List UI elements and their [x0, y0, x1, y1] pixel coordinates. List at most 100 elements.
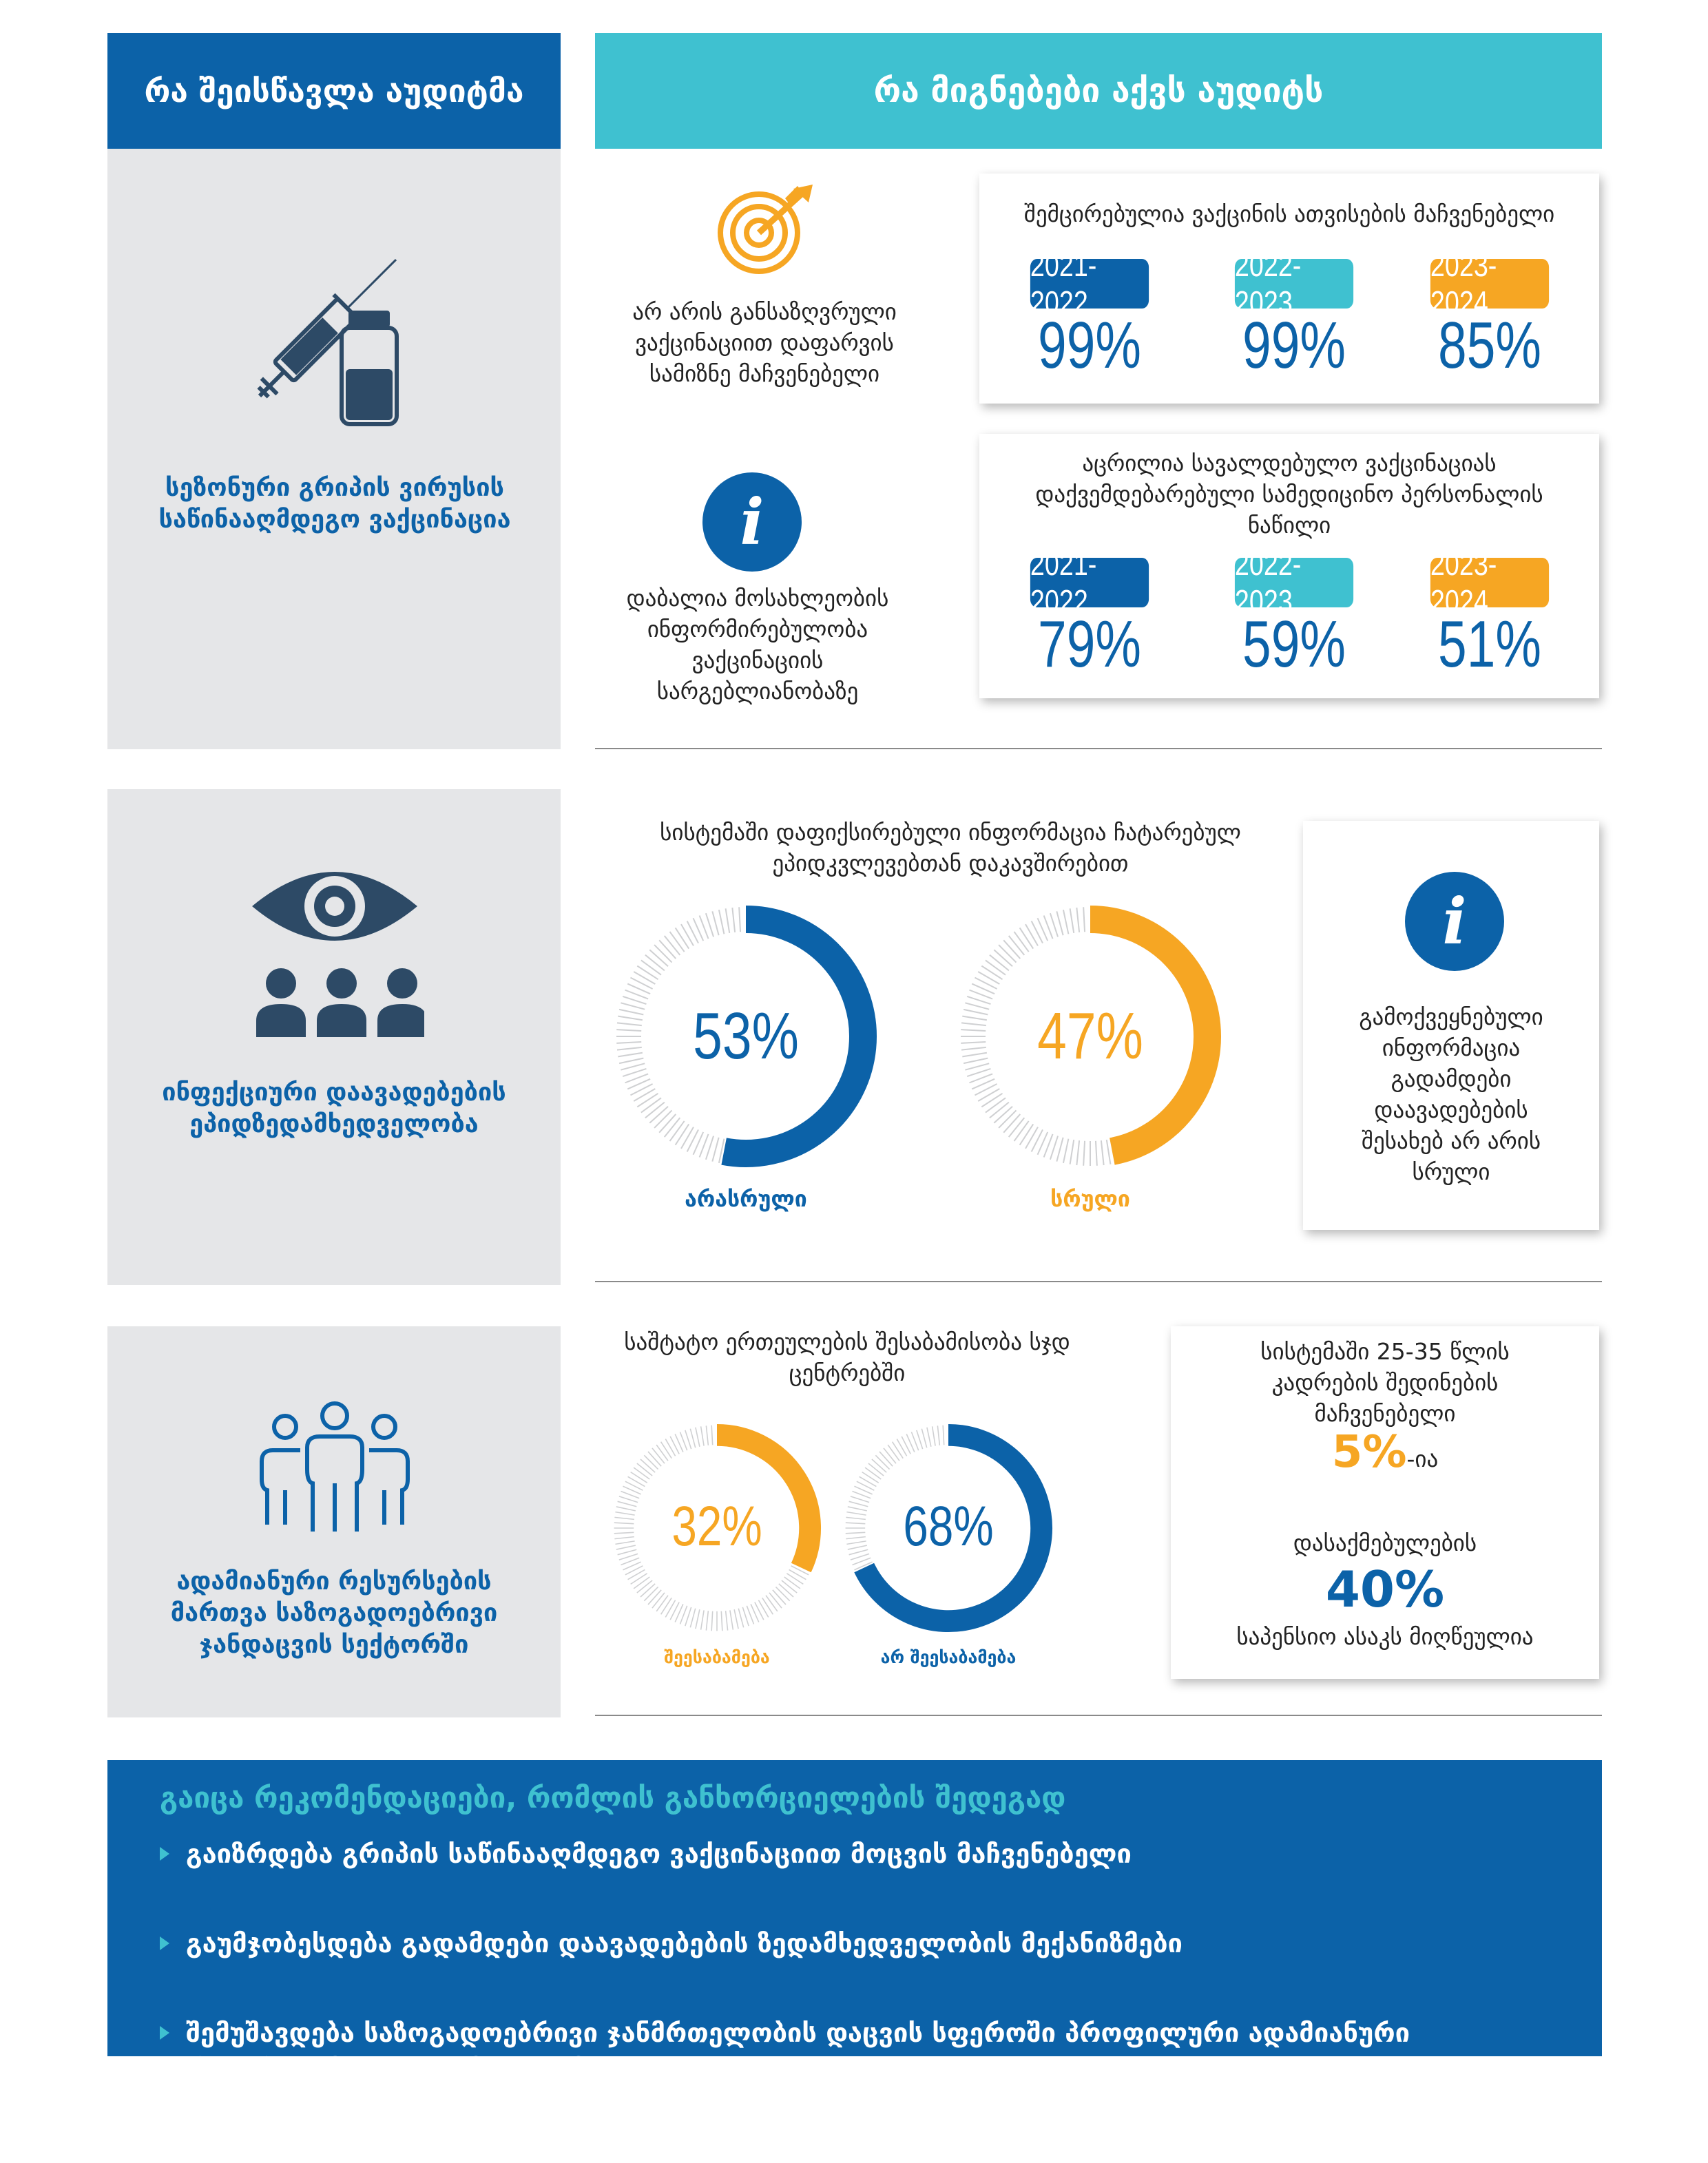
- donut-remainder-tick: [617, 1501, 637, 1507]
- donut-remainder-tick: [1056, 911, 1064, 936]
- header-what-audit-studied: რა შეისწავლა აუდიტმა: [107, 33, 561, 149]
- donut-remainder-tick: [618, 1008, 644, 1016]
- donut-remainder-tick: [663, 1117, 681, 1138]
- donut-remainder-tick: [738, 1608, 744, 1628]
- donut-remainder-tick: [640, 1097, 662, 1114]
- donut-remainder-tick: [636, 1580, 653, 1593]
- donut-remainder-tick: [674, 1123, 690, 1146]
- donut-noncompliant: [845, 1423, 1053, 1633]
- donut-remainder-tick: [1105, 1139, 1112, 1164]
- stat-pension-pct: 40%: [1325, 1560, 1445, 1618]
- year-pill-2022-2023: 2022-2023: [1234, 546, 1354, 619]
- donut-remainder-tick: [864, 1467, 882, 1480]
- donut-remainder-tick: [975, 976, 998, 990]
- year-pill-2023-2024: 2023-2024: [1430, 247, 1550, 320]
- donut-remainder-tick: [614, 1516, 634, 1521]
- donut-remainder-tick: [622, 1068, 647, 1078]
- donut-remainder-tick: [769, 1592, 782, 1609]
- donut-remainder-tick: [627, 1569, 645, 1580]
- recommendation-text: გაიზრდება გრიპის საწინააღმდეგო ვაქცინაცი…: [186, 1839, 1132, 1869]
- donut-remainder-tick: [621, 1557, 640, 1566]
- donut-remainder-tick: [658, 1114, 677, 1133]
- donut-remainder-tick: [621, 1002, 645, 1010]
- section2-info-text: გამოქვეყნებული ინფორმაცია გადამდები დაავ…: [1359, 1003, 1543, 1185]
- year-pill-2022-2023: 2022-2023: [1234, 247, 1354, 320]
- donut-remainder-tick: [859, 1476, 877, 1487]
- donut-remainder-tick: [616, 1046, 642, 1051]
- donut-remainder-tick: [665, 1600, 676, 1618]
- donut-remainder-tick: [981, 965, 1003, 981]
- donut-remainder-tick: [705, 1425, 709, 1445]
- donut-remainder-tick: [891, 1441, 904, 1459]
- donut-remainder-tick: [786, 1573, 804, 1585]
- stat-inflow-text: სისტემაში 25-35 წლის კადრების შედინების …: [1260, 1338, 1510, 1427]
- donut-remainder-tick: [625, 1073, 649, 1084]
- donut-remainder-tick: [698, 1133, 709, 1158]
- donut-incomplete: [616, 906, 877, 1167]
- donut-complete: [961, 906, 1221, 1166]
- donut-remainder-tick: [689, 1608, 696, 1628]
- donut-remainder-tick: [871, 1459, 887, 1473]
- donut-remainder-tick: [674, 1604, 684, 1622]
- donut-remainder-tick: [698, 915, 709, 939]
- syringe-vial-icon: [257, 258, 399, 426]
- donut-remainder-tick: [977, 1088, 1000, 1102]
- donut-remainder-tick: [901, 1436, 911, 1454]
- recommendations-panel: გაიცა რეკომენდაციები, რომლის განხორციელე…: [107, 1760, 1602, 2084]
- donut-remainder-tick: [850, 1496, 870, 1503]
- donut-remainder-tick: [781, 1580, 798, 1593]
- donut-remainder-tick: [647, 1589, 662, 1605]
- donut-remainder-tick: [700, 1426, 705, 1446]
- donut-value-arc: [854, 1423, 1053, 1633]
- donut-remainder-tick: [669, 931, 685, 952]
- donut-remainder-tick: [985, 959, 1006, 976]
- uptake-card: შემცირებულია ვაქცინის ათვისების მაჩვენებ…: [979, 174, 1599, 404]
- donut-remainder-tick: [1037, 917, 1049, 941]
- section1-topic-title: სეზონური გრიპის ვირუსის საწინააღმდეგო ვა…: [158, 474, 511, 534]
- info-icon: i: [1405, 872, 1504, 971]
- donut-remainder-tick: [854, 1485, 873, 1495]
- donut-remainder-tick: [746, 1605, 755, 1624]
- donut-remainder-tick: [674, 1434, 684, 1452]
- stat-inflow-suffix: -ია: [1406, 1445, 1439, 1472]
- section3-topic-title: ადამიანური რესურსების მართვა საზოგადოებრ…: [170, 1567, 498, 1659]
- finding-no-target-text: არ არის განსაზღვრული ვაქცინაციით დაფარვი…: [632, 298, 897, 387]
- donut-remainder-tick: [887, 1444, 900, 1461]
- donut-remainder-tick: [663, 935, 681, 956]
- svg-text:i: i: [740, 485, 764, 559]
- donut-remainder-tick: [630, 1471, 648, 1483]
- donut-remainder-tick: [616, 1022, 642, 1027]
- donut-remainder-tick: [630, 976, 654, 990]
- donut-remainder-tick: [649, 949, 669, 968]
- donut-remainder-tick: [1049, 1136, 1059, 1160]
- donut-remainder-tick: [1037, 1131, 1049, 1156]
- year-pill-2021-2022: 2021-2022: [1030, 546, 1149, 619]
- donut-remainder-tick: [625, 1481, 643, 1491]
- donut-remainder-tick: [969, 1073, 993, 1084]
- donut-complete-value: 47%: [1037, 999, 1143, 1073]
- donut-remainder-tick: [772, 1589, 787, 1605]
- donut-remainder-tick: [921, 1428, 928, 1448]
- donut-remainder-tick: [926, 1427, 932, 1447]
- donut-remainder-tick: [669, 1602, 680, 1620]
- donut-remainder-tick: [1008, 935, 1025, 956]
- donut-remainder-tick: [1100, 1140, 1105, 1166]
- donut-remainder-tick: [1069, 908, 1075, 934]
- info-icon: i: [702, 472, 802, 572]
- donut-remainder-tick: [1019, 1123, 1034, 1146]
- donut-remainder-tick: [906, 1434, 915, 1452]
- donut-remainder-tick: [625, 1565, 643, 1576]
- donut-noncompliant-value: 68%: [903, 1495, 994, 1558]
- donut-remainder-tick: [931, 1426, 936, 1446]
- donut-remainder-tick: [711, 1137, 720, 1162]
- donut-remainder-tick: [778, 1583, 794, 1598]
- uptake-value-2021-2022: 99%: [1038, 309, 1141, 382]
- donut-remainder-tick: [647, 1451, 662, 1467]
- donut-compliant-value: 32%: [671, 1495, 762, 1558]
- donut-remainder-tick: [618, 1057, 644, 1065]
- donut-remainder-tick: [862, 1471, 879, 1483]
- donut-remainder-tick: [1083, 1140, 1086, 1166]
- donut-remainder-tick: [685, 1430, 692, 1450]
- eye-people-icon: [252, 872, 424, 1037]
- donut-remainder-tick: [981, 1092, 1003, 1108]
